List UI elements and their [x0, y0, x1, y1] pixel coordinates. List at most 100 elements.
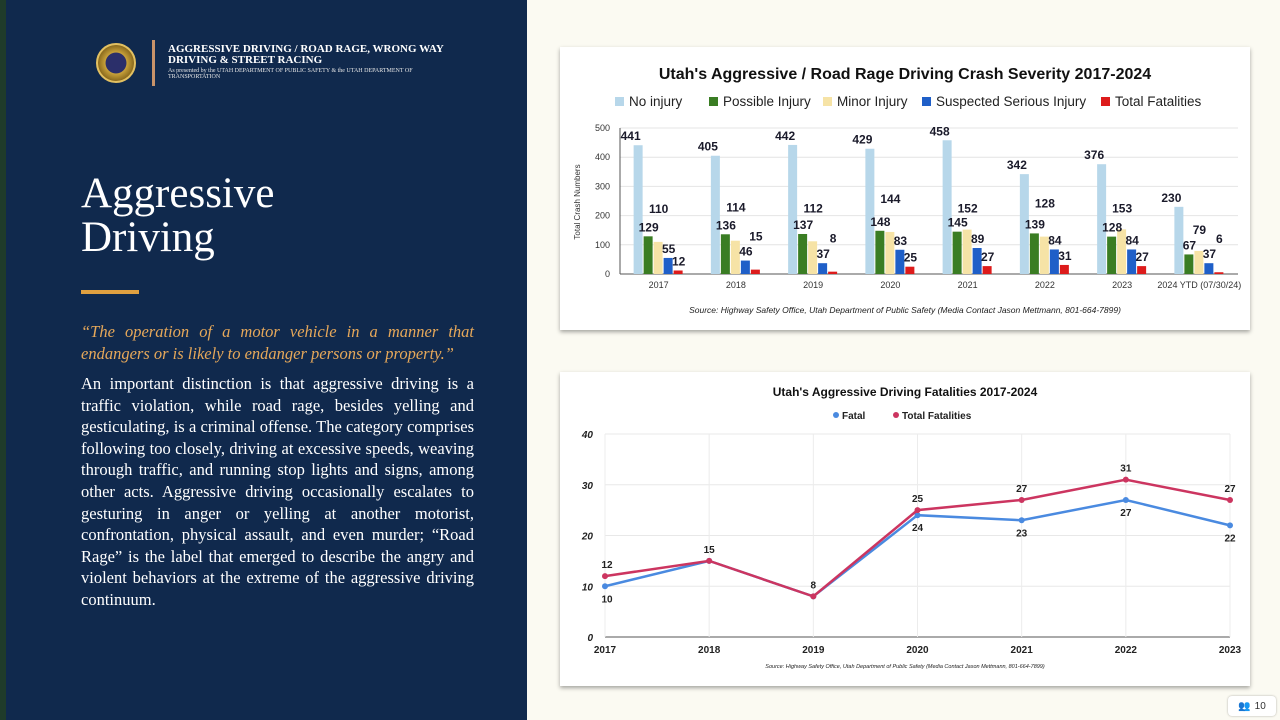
data-point	[914, 512, 921, 519]
bar	[942, 140, 952, 274]
data-label: 110	[649, 202, 669, 216]
data-label: 24	[912, 523, 924, 534]
data-label: 441	[621, 129, 641, 143]
data-label: 144	[880, 192, 900, 206]
data-label: 128	[1035, 197, 1055, 211]
header-subtitle: As presented by the UTAH DEPARTMENT OF P…	[168, 68, 413, 80]
body-text: An important distinction is that aggress…	[81, 374, 474, 609]
data-label: 112	[803, 201, 823, 215]
data-label: 84	[1125, 233, 1139, 247]
data-point	[1122, 476, 1129, 483]
data-label: 429	[852, 133, 872, 147]
data-label: 84	[1048, 233, 1062, 247]
bar	[1194, 250, 1204, 274]
bar	[1214, 272, 1224, 274]
bar	[885, 231, 895, 274]
x-tick-label: 2017	[649, 280, 669, 290]
data-label: 128	[1102, 221, 1122, 235]
people-icon: 👥	[1238, 700, 1251, 712]
fatalities-line-chart: Utah's Aggressive Driving Fatalities 201…	[581, 385, 1242, 670]
header-title: AGGRESSIVE DRIVING / ROAD RAGE, WRONG WA…	[168, 43, 444, 66]
y-tick-label: 200	[595, 211, 610, 221]
participants-button[interactable]: 👥 10	[1228, 696, 1276, 716]
legend-label: Fatal	[842, 411, 866, 422]
bar	[1029, 233, 1039, 274]
bar	[1184, 254, 1194, 274]
data-label: 27	[1016, 484, 1028, 495]
data-label: 152	[958, 202, 978, 216]
data-point	[810, 593, 817, 600]
x-tick-label: 2023	[1219, 645, 1242, 656]
data-label: 27	[1135, 250, 1149, 264]
data-label: 137	[793, 218, 813, 232]
data-label: 37	[1203, 247, 1217, 261]
bar	[982, 266, 992, 274]
bar	[905, 266, 915, 274]
data-point	[1018, 517, 1025, 524]
data-label: 139	[1025, 217, 1045, 231]
data-label: 148	[870, 215, 890, 229]
data-label: 46	[739, 245, 753, 259]
y-tick-label: 30	[582, 481, 594, 492]
bar	[1059, 264, 1069, 274]
bar	[720, 234, 730, 274]
line-chart-card: Utah's Aggressive Driving Fatalities 201…	[560, 372, 1250, 686]
participant-count: 10	[1254, 700, 1266, 712]
x-tick-label: 2018	[726, 280, 746, 290]
x-tick-label: 2020	[880, 280, 900, 290]
data-label: 6	[1216, 232, 1223, 246]
x-tick-label: 2021	[1011, 645, 1034, 656]
y-tick-label: 400	[595, 152, 610, 162]
legend-swatch	[922, 97, 931, 106]
data-label: 22	[1224, 533, 1236, 544]
x-tick-label: 2024 YTD (07/30/24)	[1157, 280, 1241, 290]
data-label: 405	[698, 140, 718, 154]
x-tick-label: 2019	[803, 280, 823, 290]
data-label: 67	[1183, 238, 1197, 252]
x-tick-label: 2022	[1035, 280, 1055, 290]
bar	[1127, 249, 1137, 274]
data-label: 89	[971, 232, 985, 246]
bar	[643, 236, 653, 274]
bar	[818, 263, 828, 274]
definition-quote: “The operation of a motor vehicle in a m…	[81, 322, 474, 363]
data-label: 8	[830, 232, 837, 246]
data-label: 230	[1161, 191, 1181, 205]
bar	[1174, 206, 1184, 274]
legend-label: Total Fatalities	[1115, 94, 1202, 109]
data-label: 114	[726, 201, 746, 215]
bar	[1049, 249, 1059, 274]
data-label: 31	[1120, 464, 1132, 475]
data-label: 15	[749, 230, 763, 244]
x-tick-label: 2017	[594, 645, 617, 656]
bar	[653, 241, 663, 274]
bar	[633, 145, 643, 274]
y-tick-label: 40	[581, 430, 594, 441]
bar-chart-card: Utah's Aggressive / Road Rage Driving Cr…	[560, 47, 1250, 330]
data-label: 145	[948, 216, 968, 230]
bar	[1097, 164, 1107, 274]
y-tick-label: 0	[587, 633, 593, 644]
data-label: 31	[1058, 249, 1072, 263]
legend-label: Suspected Serious Injury	[936, 94, 1086, 109]
y-tick-label: 300	[595, 181, 610, 191]
legend-label: Total Fatalities	[902, 411, 972, 422]
y-tick-label: 20	[581, 532, 594, 543]
slide-panel: AGGRESSIVE DRIVING / ROAD RAGE, WRONG WA…	[0, 0, 527, 720]
y-tick-label: 500	[595, 123, 610, 133]
bar	[1107, 236, 1117, 274]
bar	[865, 148, 875, 274]
legend-label: Possible Injury	[723, 94, 811, 109]
data-point	[706, 557, 713, 564]
x-tick-label: 2023	[1112, 280, 1132, 290]
bar	[673, 270, 683, 274]
data-label: 15	[704, 545, 716, 556]
bar	[1204, 263, 1214, 274]
divider	[152, 40, 155, 86]
bar	[875, 230, 885, 274]
slide-title: Aggressive Driving	[81, 170, 275, 261]
bar	[1117, 229, 1127, 274]
chart-title: Utah's Aggressive / Road Rage Driving Cr…	[659, 66, 1151, 83]
bar	[828, 271, 838, 274]
data-point	[602, 573, 608, 580]
